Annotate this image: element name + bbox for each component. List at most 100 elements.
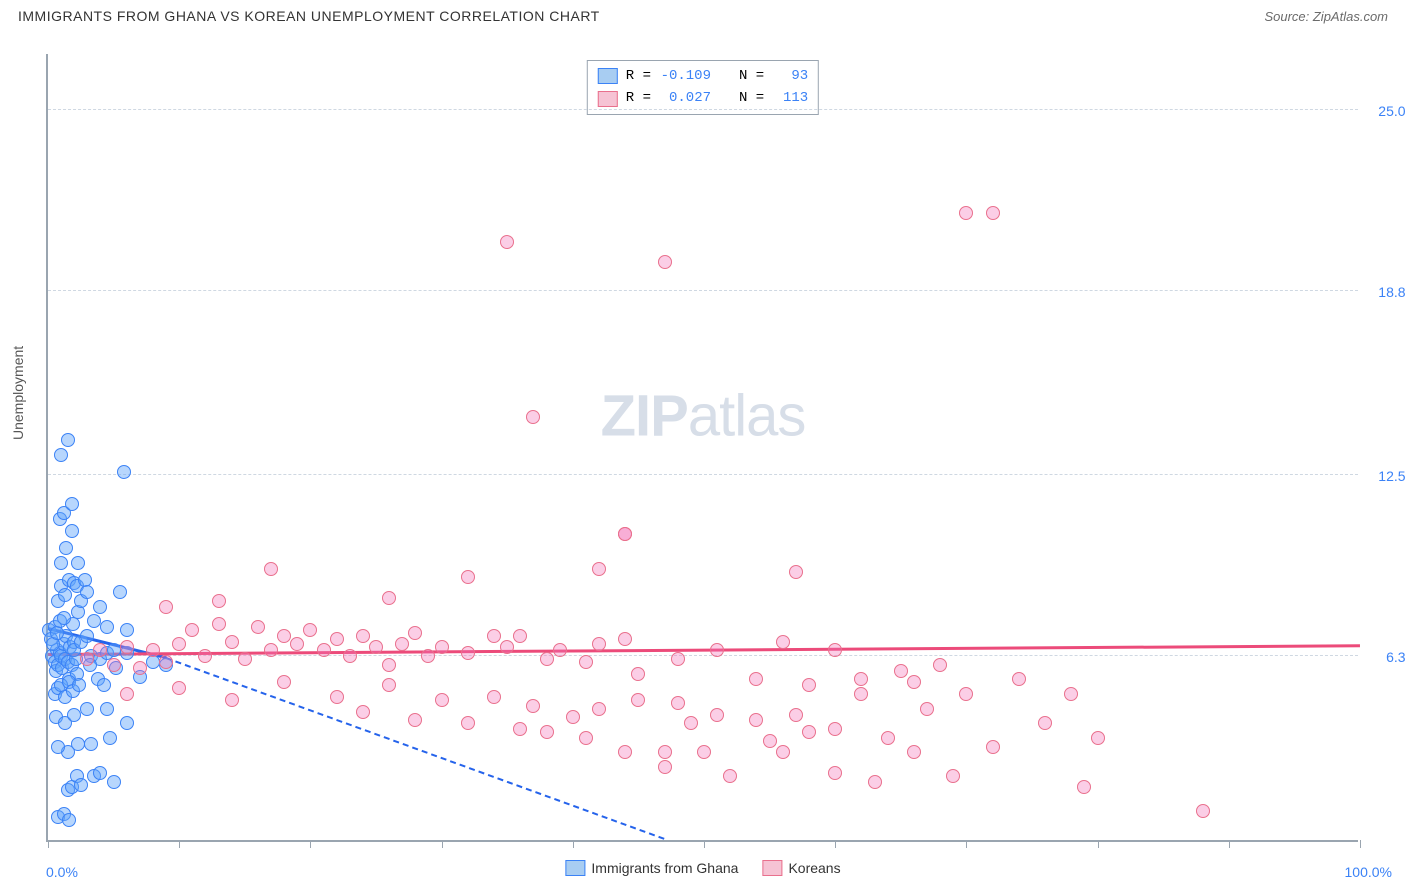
watermark: ZIPatlas: [601, 382, 806, 449]
r-value: -0.109: [659, 65, 711, 87]
data-point-koreans: [251, 620, 265, 634]
data-point-ghana: [65, 524, 79, 538]
data-point-ghana: [93, 600, 107, 614]
data-point-koreans: [710, 708, 724, 722]
data-point-koreans: [920, 702, 934, 716]
data-point-koreans: [93, 643, 107, 657]
gridline: [48, 474, 1358, 475]
data-point-ghana: [58, 588, 72, 602]
data-point-koreans: [120, 640, 134, 654]
chart-title: IMMIGRANTS FROM GHANA VS KOREAN UNEMPLOY…: [18, 8, 600, 24]
data-point-koreans: [1077, 780, 1091, 794]
r-label: R =: [626, 65, 651, 87]
data-point-koreans: [526, 699, 540, 713]
legend-label: Koreans: [788, 860, 840, 876]
data-point-ghana: [103, 731, 117, 745]
data-point-koreans: [723, 769, 737, 783]
data-point-koreans: [776, 745, 790, 759]
ytick-label: 18.8%: [1363, 284, 1406, 300]
data-point-koreans: [198, 649, 212, 663]
data-point-koreans: [238, 652, 252, 666]
data-point-koreans: [500, 235, 514, 249]
data-point-koreans: [618, 745, 632, 759]
data-point-koreans: [828, 643, 842, 657]
data-point-koreans: [107, 658, 121, 672]
data-point-ghana: [61, 433, 75, 447]
data-point-koreans: [435, 640, 449, 654]
data-point-koreans: [1012, 672, 1026, 686]
data-point-koreans: [749, 672, 763, 686]
data-point-koreans: [802, 725, 816, 739]
data-point-koreans: [868, 775, 882, 789]
xtick: [1098, 840, 1099, 848]
data-point-koreans: [671, 696, 685, 710]
data-point-koreans: [710, 643, 724, 657]
data-point-ghana: [117, 465, 131, 479]
data-point-ghana: [57, 611, 71, 625]
legend-stats: R =-0.109N =93R = 0.027N =113: [587, 60, 819, 115]
data-point-koreans: [907, 675, 921, 689]
data-point-koreans: [802, 678, 816, 692]
data-point-koreans: [159, 600, 173, 614]
data-point-koreans: [120, 687, 134, 701]
data-point-ghana: [80, 702, 94, 716]
xtick: [1360, 840, 1361, 848]
data-point-ghana: [100, 620, 114, 634]
data-point-koreans: [631, 693, 645, 707]
n-label: N =: [739, 87, 764, 109]
data-point-ghana: [65, 497, 79, 511]
x-min-label: 0.0%: [46, 864, 78, 880]
data-point-koreans: [959, 687, 973, 701]
data-point-koreans: [933, 658, 947, 672]
data-point-koreans: [1064, 687, 1078, 701]
data-point-koreans: [435, 693, 449, 707]
xtick: [310, 840, 311, 848]
data-point-koreans: [382, 591, 396, 605]
xtick: [442, 840, 443, 848]
data-point-koreans: [487, 690, 501, 704]
data-point-koreans: [986, 740, 1000, 754]
data-point-koreans: [789, 708, 803, 722]
data-point-koreans: [749, 713, 763, 727]
data-point-koreans: [172, 637, 186, 651]
data-point-koreans: [579, 731, 593, 745]
data-point-koreans: [854, 672, 868, 686]
data-point-koreans: [540, 652, 554, 666]
legend-swatch: [762, 860, 782, 876]
data-point-koreans: [566, 710, 580, 724]
data-point-koreans: [421, 649, 435, 663]
data-point-koreans: [356, 705, 370, 719]
data-point-ghana: [54, 556, 68, 570]
data-point-koreans: [828, 722, 842, 736]
data-point-ghana: [71, 737, 85, 751]
data-point-ghana: [67, 708, 81, 722]
data-point-ghana: [74, 778, 88, 792]
xtick: [966, 840, 967, 848]
data-point-koreans: [264, 643, 278, 657]
xtick: [835, 840, 836, 848]
data-point-koreans: [671, 652, 685, 666]
y-axis-label: Unemployment: [10, 346, 26, 440]
legend-swatch: [598, 68, 618, 84]
data-point-ghana: [80, 629, 94, 643]
data-point-koreans: [540, 725, 554, 739]
ytick-label: 6.3%: [1363, 649, 1406, 665]
data-point-koreans: [395, 637, 409, 651]
data-point-ghana: [87, 614, 101, 628]
data-point-koreans: [697, 745, 711, 759]
xtick: [48, 840, 49, 848]
data-point-ghana: [59, 541, 73, 555]
gridline: [48, 290, 1358, 291]
xtick: [1229, 840, 1230, 848]
data-point-koreans: [618, 527, 632, 541]
data-point-ghana: [113, 585, 127, 599]
data-point-koreans: [330, 632, 344, 646]
data-point-koreans: [1196, 804, 1210, 818]
data-point-koreans: [264, 562, 278, 576]
data-point-koreans: [225, 635, 239, 649]
data-point-koreans: [303, 623, 317, 637]
legend-swatch: [565, 860, 585, 876]
scatter-plot: ZIPatlas R =-0.109N =93R = 0.027N =113 6…: [46, 54, 1358, 842]
legend-stat-row: R =-0.109N =93: [598, 65, 808, 87]
data-point-koreans: [658, 745, 672, 759]
